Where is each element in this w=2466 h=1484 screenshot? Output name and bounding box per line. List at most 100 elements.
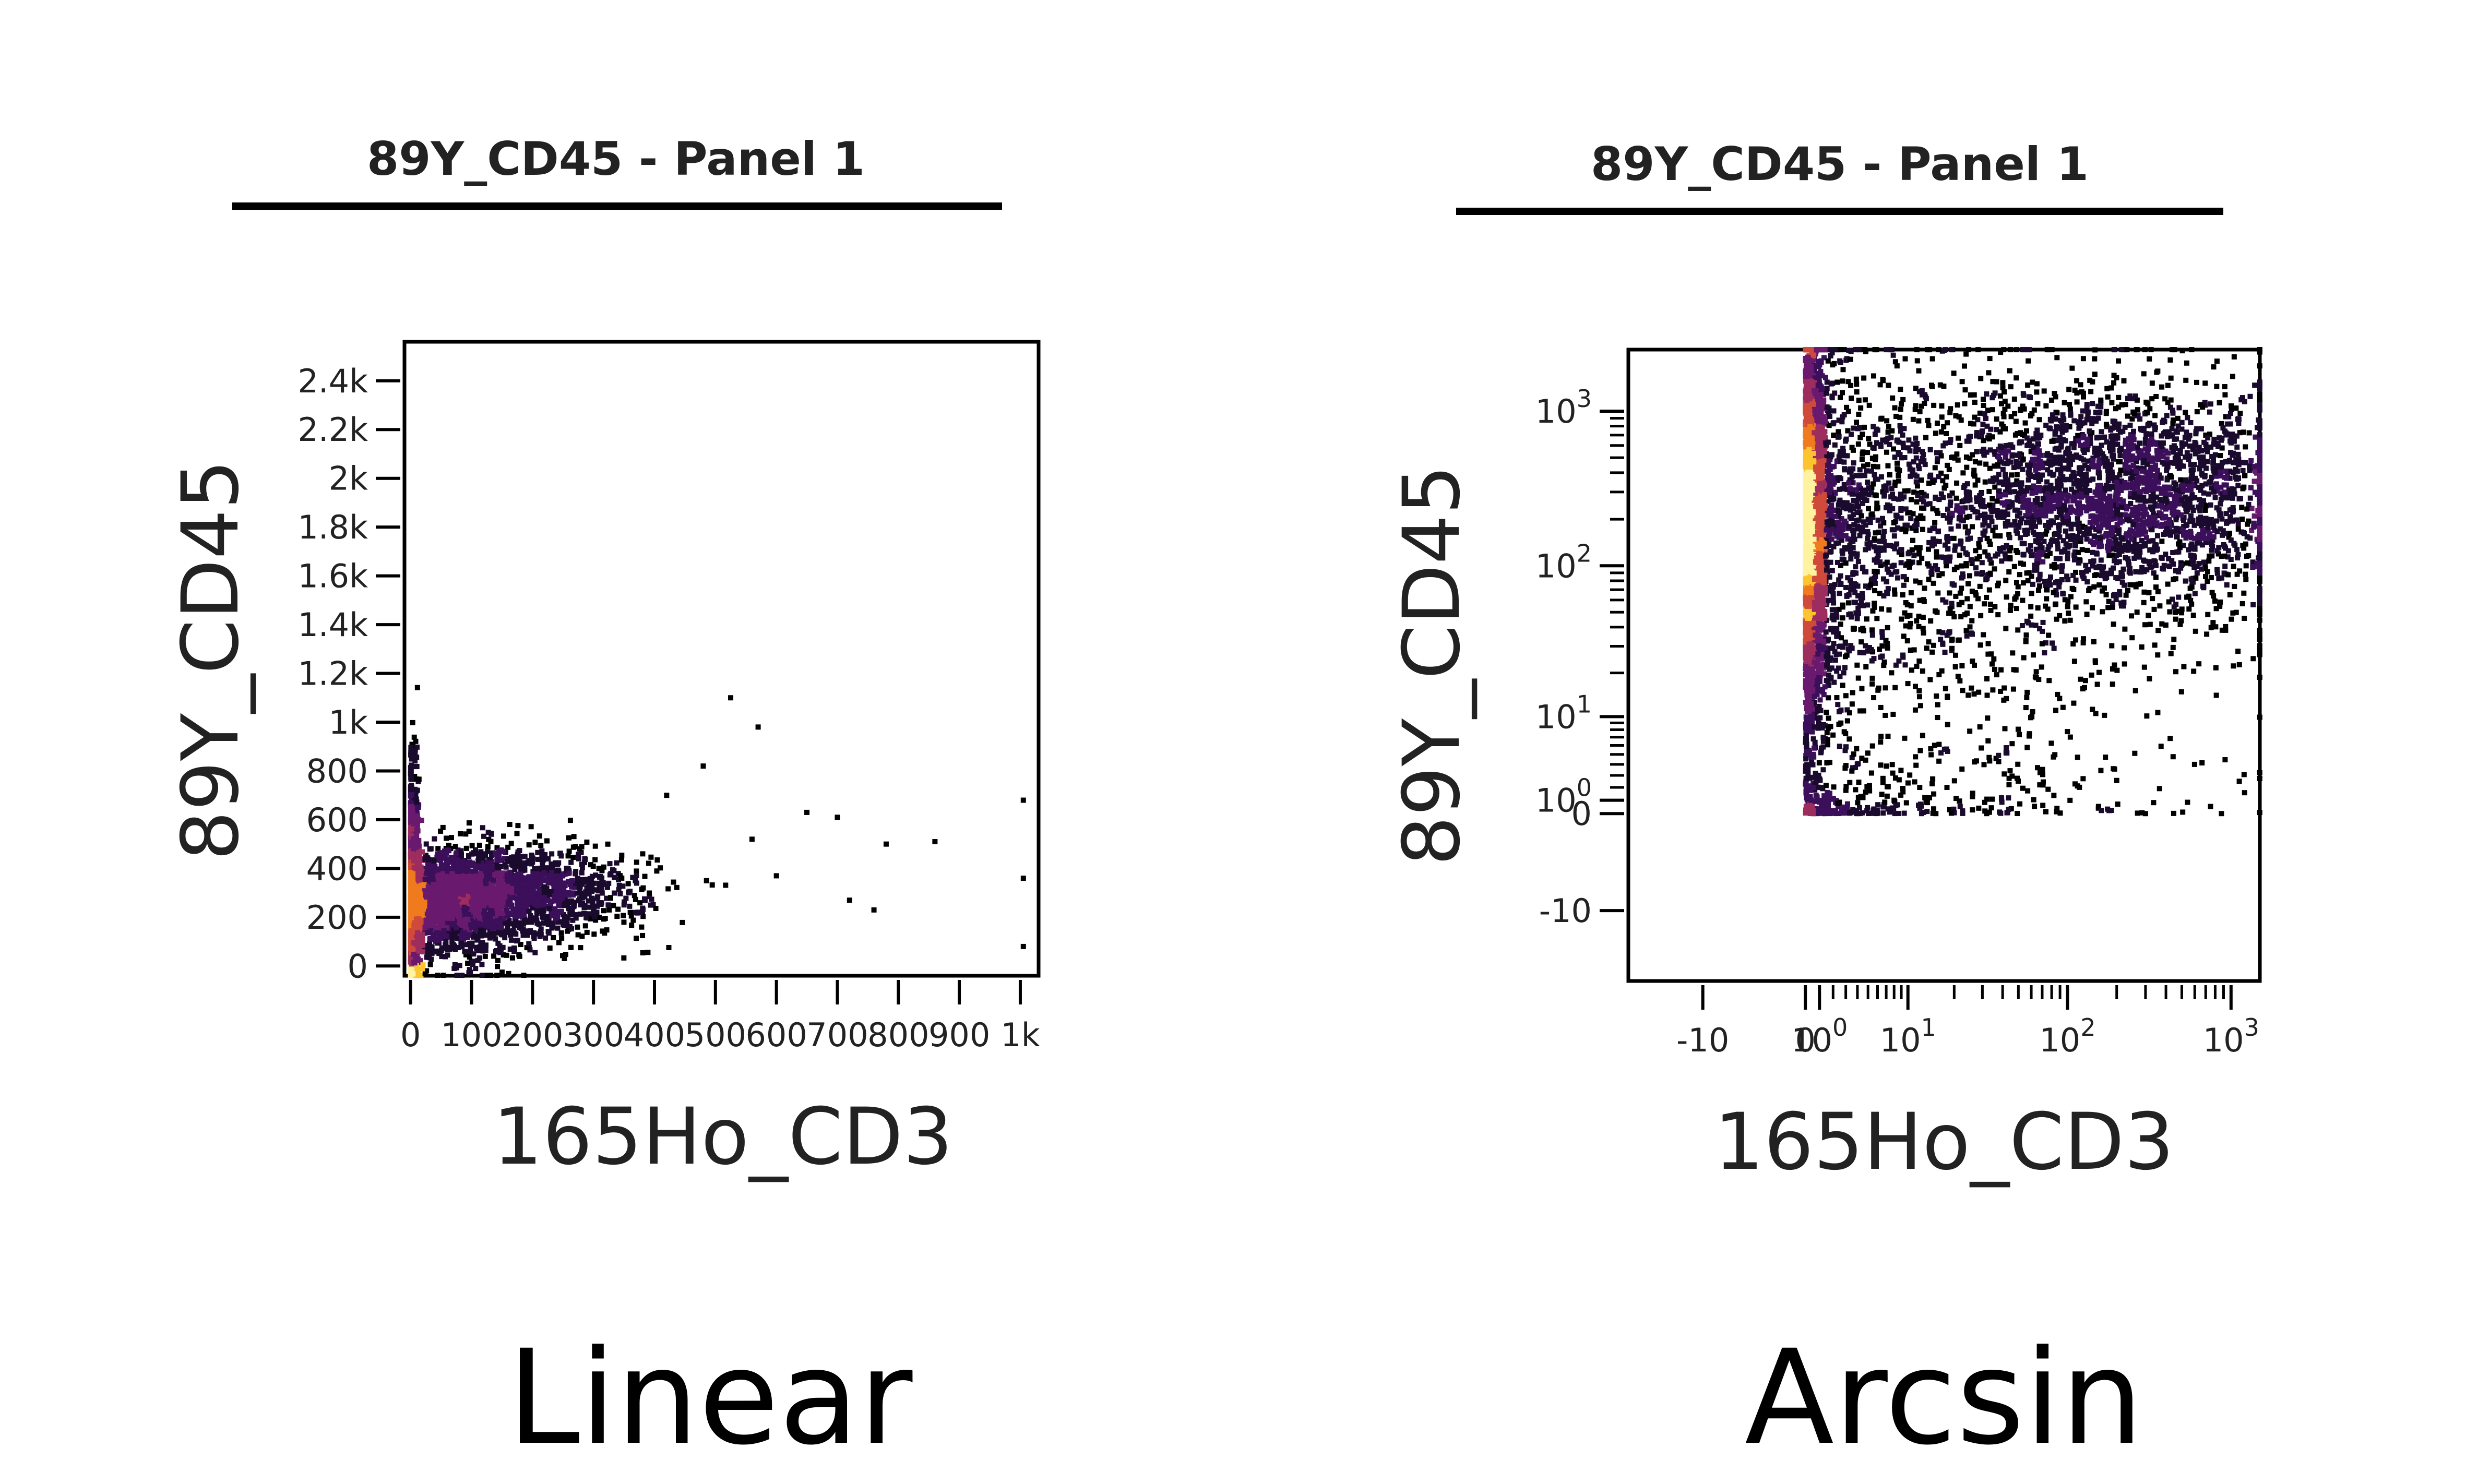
data-point <box>410 898 415 904</box>
data-point <box>645 950 651 955</box>
data-point <box>532 866 538 871</box>
data-point <box>474 944 480 950</box>
data-point <box>556 868 562 874</box>
data-point <box>504 952 509 958</box>
data-point <box>426 883 432 889</box>
data-point <box>577 896 582 902</box>
data-point <box>589 897 595 903</box>
data-point <box>454 900 459 906</box>
data-point <box>601 881 606 887</box>
data-point <box>420 913 426 918</box>
data-point <box>499 848 505 854</box>
data-point <box>431 881 436 887</box>
data-point <box>415 971 421 977</box>
data-point <box>566 835 572 841</box>
data-point <box>489 926 495 931</box>
data-point <box>498 931 504 937</box>
data-point <box>408 776 414 782</box>
data-point <box>493 925 499 930</box>
data-point <box>435 973 440 978</box>
data-point <box>639 887 645 892</box>
data-point <box>441 928 447 934</box>
data-point <box>639 924 645 930</box>
data-point <box>555 888 561 894</box>
y-tick-label: 2k <box>329 460 368 498</box>
data-point <box>430 922 435 928</box>
data-point <box>621 913 626 918</box>
data-point <box>537 881 542 887</box>
data-point <box>486 836 492 842</box>
data-point <box>455 905 460 911</box>
data-point <box>491 877 496 883</box>
data-point <box>544 885 550 891</box>
arcsin-density-points <box>1803 347 2262 817</box>
data-point <box>583 879 589 885</box>
data-point <box>489 831 494 836</box>
data-point <box>523 860 529 866</box>
data-point <box>411 852 416 857</box>
data-point <box>497 884 503 890</box>
data-point <box>476 921 482 927</box>
data-point <box>932 839 938 844</box>
data-point <box>440 916 446 921</box>
data-point <box>469 940 475 946</box>
data-point <box>505 911 511 917</box>
data-point <box>499 857 505 863</box>
data-point <box>463 942 469 948</box>
data-point <box>414 744 420 750</box>
data-point <box>454 914 459 919</box>
data-point <box>516 882 521 888</box>
data-point <box>487 857 493 863</box>
data-point <box>549 861 554 867</box>
data-point <box>465 873 471 879</box>
data-point <box>599 868 605 873</box>
data-point <box>514 831 520 836</box>
data-point <box>581 905 587 911</box>
data-point <box>621 902 627 908</box>
data-point <box>539 872 545 878</box>
data-point <box>501 952 506 958</box>
data-point <box>615 906 621 912</box>
data-point <box>513 919 519 925</box>
data-point <box>474 937 480 943</box>
data-point <box>446 843 451 848</box>
data-point <box>424 911 430 916</box>
data-point <box>439 930 445 936</box>
data-point <box>443 942 448 948</box>
data-point <box>594 909 600 915</box>
data-point <box>465 884 471 890</box>
data-point <box>455 885 460 891</box>
data-point <box>530 855 535 861</box>
data-point <box>485 887 491 892</box>
data-point <box>408 787 413 793</box>
data-point <box>608 871 614 877</box>
data-point <box>606 880 612 886</box>
data-point <box>473 862 479 868</box>
data-point <box>465 960 471 966</box>
data-point <box>472 924 478 930</box>
data-point <box>427 896 433 902</box>
x-tick-label: 600 <box>745 1016 807 1054</box>
data-point <box>527 902 533 908</box>
data-point <box>573 880 579 886</box>
data-point <box>630 875 636 880</box>
data-point <box>586 911 592 917</box>
data-point <box>495 964 501 970</box>
data-point <box>491 930 497 936</box>
data-point <box>523 903 529 909</box>
data-point <box>1819 725 1825 731</box>
data-point <box>528 885 533 891</box>
data-point <box>466 949 471 955</box>
x-tick-label: 800 <box>867 1016 929 1054</box>
data-point <box>444 859 449 865</box>
data-point <box>414 755 420 760</box>
data-point <box>418 864 424 870</box>
data-point <box>479 873 484 879</box>
data-point <box>445 856 450 862</box>
data-point <box>519 854 525 859</box>
data-point <box>435 930 441 936</box>
data-point <box>408 893 414 899</box>
y-tick-label: 2.4k <box>297 362 368 400</box>
data-point <box>557 878 563 884</box>
data-point <box>426 857 432 863</box>
